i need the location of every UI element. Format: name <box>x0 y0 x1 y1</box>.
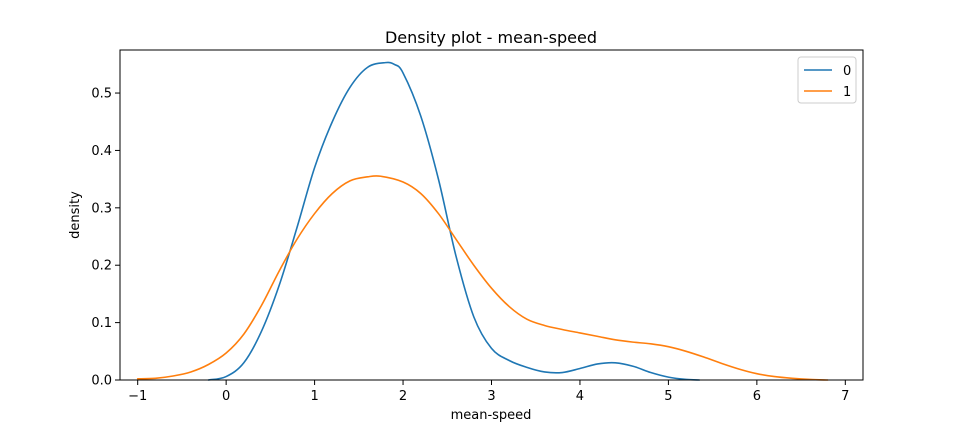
x-axis-label: mean-speed <box>451 408 532 423</box>
series-layer <box>136 61 829 381</box>
legend-label-1: 1 <box>843 85 851 100</box>
series-line-1 <box>136 175 829 381</box>
y-tick-label: 0.3 <box>91 201 112 216</box>
x-tick-label: −1 <box>128 389 147 404</box>
y-axis-label: density <box>68 191 83 239</box>
x-tick-label: 7 <box>841 389 849 404</box>
x-tick-label: 4 <box>576 389 584 404</box>
y-tick-label: 0.0 <box>91 374 112 389</box>
x-tick-label: 1 <box>310 389 318 404</box>
y-tick-label: 0.5 <box>91 87 112 102</box>
series-line-0 <box>207 61 701 381</box>
y-tick-label: 0.1 <box>91 316 112 331</box>
y-axis: 0.0 0.1 0.2 0.3 0.4 0.5 <box>91 87 120 389</box>
x-tick-label: 2 <box>399 389 407 404</box>
x-tick-label: 6 <box>753 389 761 404</box>
x-tick-label: 5 <box>664 389 672 404</box>
x-axis: −1 0 1 2 3 4 5 6 7 <box>128 380 849 404</box>
x-tick-label: 3 <box>487 389 495 404</box>
chart-title: Density plot - mean-speed <box>385 28 597 47</box>
y-tick-label: 0.2 <box>91 259 112 274</box>
x-tick-label: 0 <box>222 389 230 404</box>
legend-label-0: 0 <box>843 64 851 79</box>
legend: 01 <box>797 56 857 104</box>
y-tick-label: 0.4 <box>91 144 112 159</box>
